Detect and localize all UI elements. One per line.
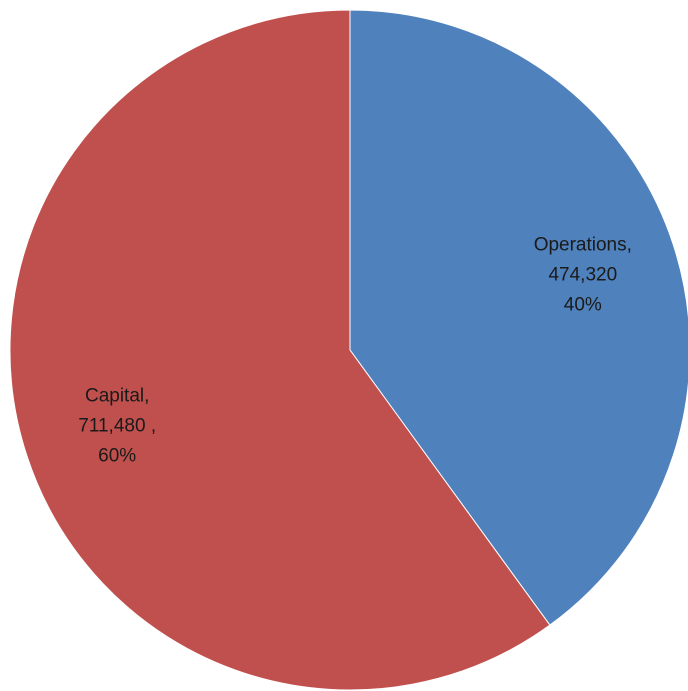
pie-label-line: 40% bbox=[564, 294, 602, 315]
pie-slice-operations bbox=[349, 9, 688, 626]
pie-label-line: Capital, bbox=[85, 386, 149, 407]
pie-label-line: 474,320 bbox=[548, 264, 617, 285]
pie-slices bbox=[9, 9, 688, 691]
pie-label-line: 711,480 , bbox=[78, 416, 156, 437]
pie-label-capital: Capital, 711,480 , 60% bbox=[78, 386, 156, 467]
pie-labels: Operations, 474,320 40% Capital, 711,480 , 60… bbox=[78, 234, 632, 466]
pie-slice-capital bbox=[9, 9, 551, 691]
pie-label-operations: Operations, 474,320 40% bbox=[534, 234, 632, 315]
pie-label-line: 60% bbox=[98, 446, 136, 467]
pie-label-line: Operations, bbox=[534, 234, 632, 255]
